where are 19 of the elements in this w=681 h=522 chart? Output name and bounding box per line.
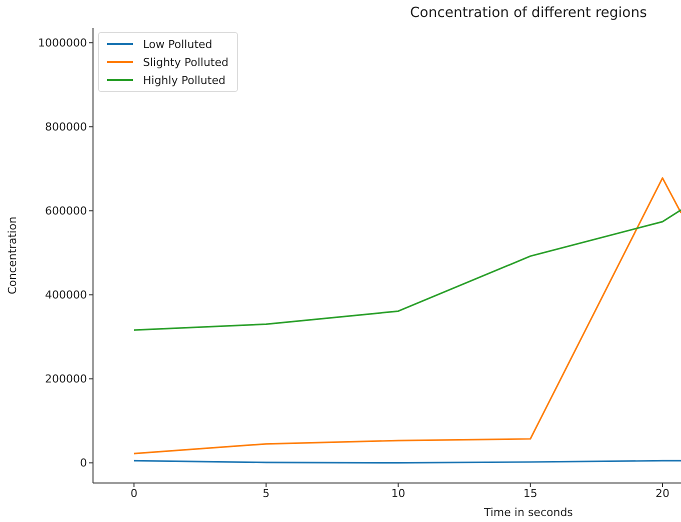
x-axis-title: Time in seconds: [484, 506, 573, 519]
y-tick-label: 600000: [45, 204, 87, 218]
chart-title: Concentration of different regions: [410, 5, 647, 21]
x-tick-label: 10: [391, 486, 406, 500]
y-tick-label: 800000: [45, 120, 87, 134]
x-tick-label: 20: [656, 486, 670, 500]
y-tick-label: 200000: [45, 372, 87, 386]
legend-label: Highly Polluted: [143, 74, 226, 86]
y-tick-label: 400000: [45, 288, 87, 302]
legend-label: Low Polluted: [143, 38, 212, 50]
x-tick-label: 5: [262, 486, 270, 500]
y-tick-label: 1000000: [38, 36, 87, 50]
line-series: [133, 209, 681, 331]
x-tick-label: 15: [523, 486, 538, 500]
y-axis-title: Concentration: [6, 216, 19, 294]
legend-label: Slighty Polluted: [143, 56, 228, 68]
line-series: [133, 177, 681, 454]
y-tick-label: 0: [80, 456, 87, 470]
x-tick-label: 0: [130, 486, 138, 500]
